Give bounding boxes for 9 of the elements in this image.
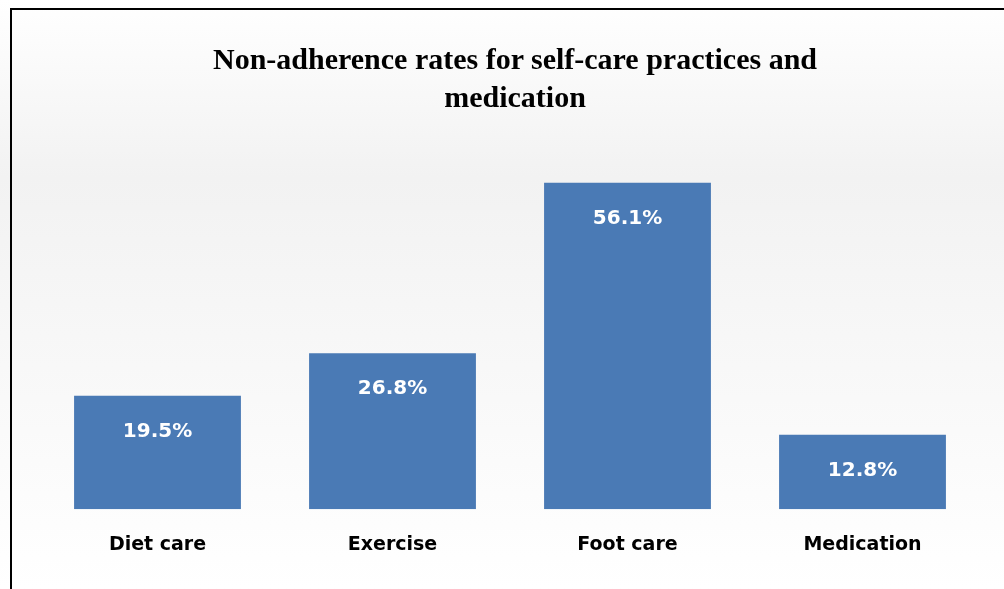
data-label: 56.1% <box>592 204 663 229</box>
x-tick-label: Diet care <box>108 531 207 554</box>
chart-title: Non-adherence rates for self-care practices and medication <box>212 41 818 115</box>
x-tick-label: Medication <box>803 531 922 554</box>
data-label: 26.8% <box>357 375 428 400</box>
data-label: 12.8% <box>827 456 898 481</box>
x-tick-label: Exercise <box>347 531 438 554</box>
x-tick-label: Foot care <box>577 531 678 554</box>
data-label: 19.5% <box>122 417 193 442</box>
